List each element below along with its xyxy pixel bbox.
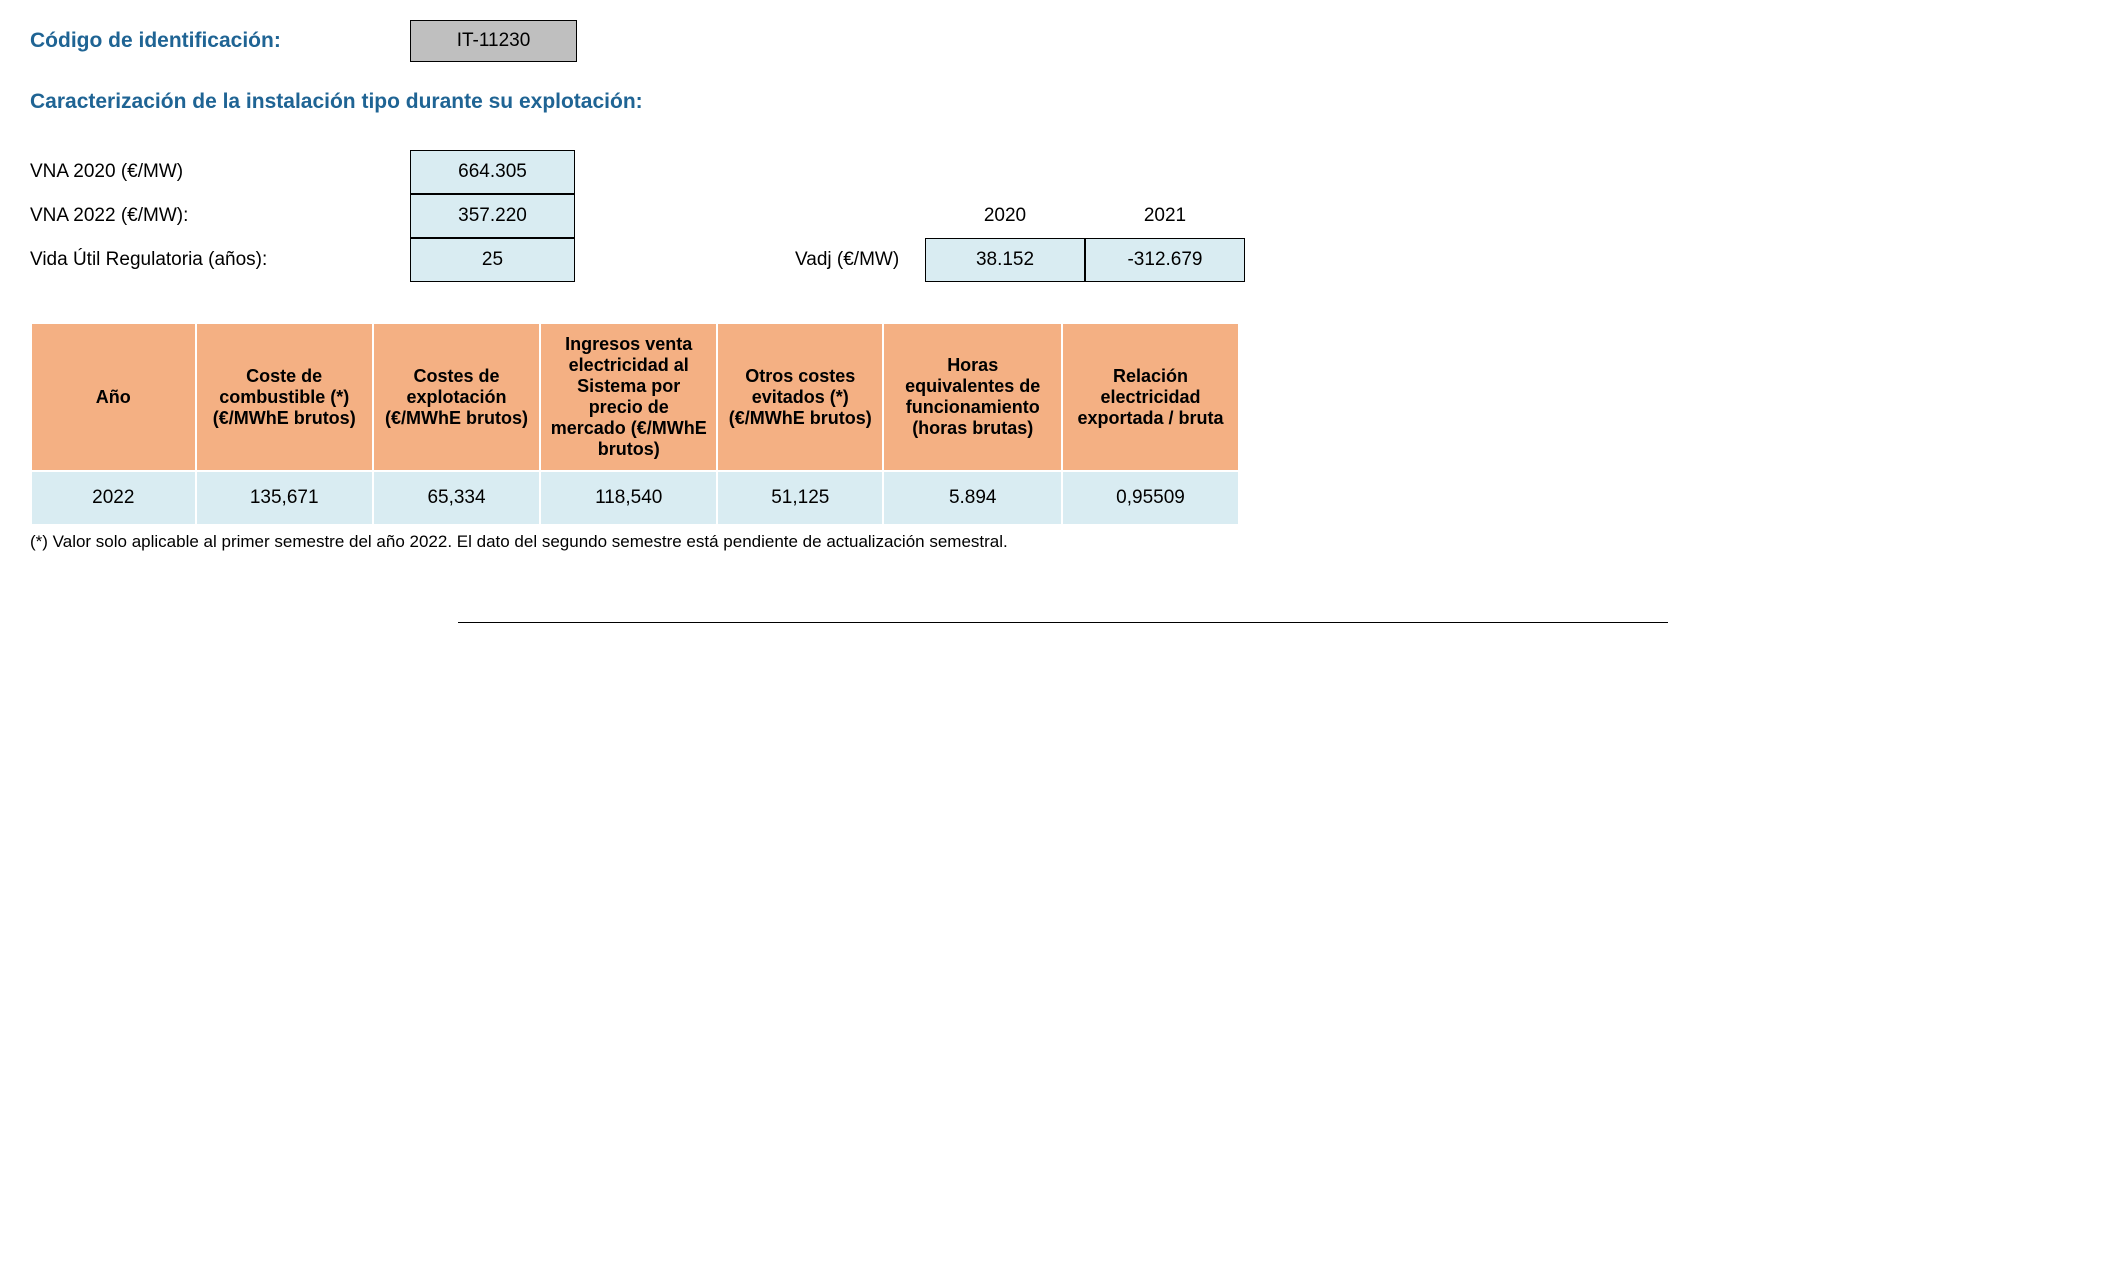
cell-income: 118,540 [540, 471, 717, 525]
data-table: Año Coste de combustible (*) (€/MWhE bru… [30, 322, 1240, 526]
col-header-year: Año [31, 323, 196, 471]
year-2021-header: 2021 [1085, 194, 1245, 238]
cell-ratio: 0,95509 [1062, 471, 1239, 525]
col-header-fuel: Coste de combustible (*) (€/MWhE brutos) [196, 323, 373, 471]
vida-value: 25 [410, 238, 575, 282]
col-header-opex: Costes de explotación (€/MWhE brutos) [373, 323, 540, 471]
col-header-avoided: Otros costes evitados (*) (€/MWhE brutos… [717, 323, 883, 471]
id-row: Código de identificación: IT-11230 [30, 20, 2096, 62]
vadj-2020-value: 38.152 [925, 238, 1085, 282]
vna2022-value: 357.220 [410, 194, 575, 238]
vadj-2021-value: -312.679 [1085, 238, 1245, 282]
cell-year: 2022 [31, 471, 196, 525]
footnote: (*) Valor solo aplicable al primer semes… [30, 532, 2096, 552]
divider [458, 622, 1668, 623]
params-grid: VNA 2020 (€/MW) 664.305 VNA 2022 (€/MW):… [30, 150, 2096, 282]
year-2020-header: 2020 [925, 194, 1085, 238]
vna2020-label: VNA 2020 (€/MW) [30, 150, 410, 194]
col-header-ratio: Relación electricidad exportada / bruta [1062, 323, 1239, 471]
cell-opex: 65,334 [373, 471, 540, 525]
vida-label: Vida Útil Regulatoria (años): [30, 238, 410, 282]
table-header-row: Año Coste de combustible (*) (€/MWhE bru… [31, 323, 1239, 471]
vadj-label: Vadj (€/MW) [785, 238, 925, 282]
id-value-box: IT-11230 [410, 20, 577, 62]
col-header-income: Ingresos venta electricidad al Sistema p… [540, 323, 717, 471]
table-row: 2022 135,671 65,334 118,540 51,125 5.894… [31, 471, 1239, 525]
section-title: Caracterización de la instalación tipo d… [30, 90, 2096, 114]
cell-fuel: 135,671 [196, 471, 373, 525]
cell-avoided: 51,125 [717, 471, 883, 525]
vna2020-value: 664.305 [410, 150, 575, 194]
id-label: Código de identificación: [30, 29, 410, 53]
cell-hours: 5.894 [883, 471, 1062, 525]
col-header-hours: Horas equivalentes de funcionamiento (ho… [883, 323, 1062, 471]
vna2022-label: VNA 2022 (€/MW): [30, 194, 410, 238]
